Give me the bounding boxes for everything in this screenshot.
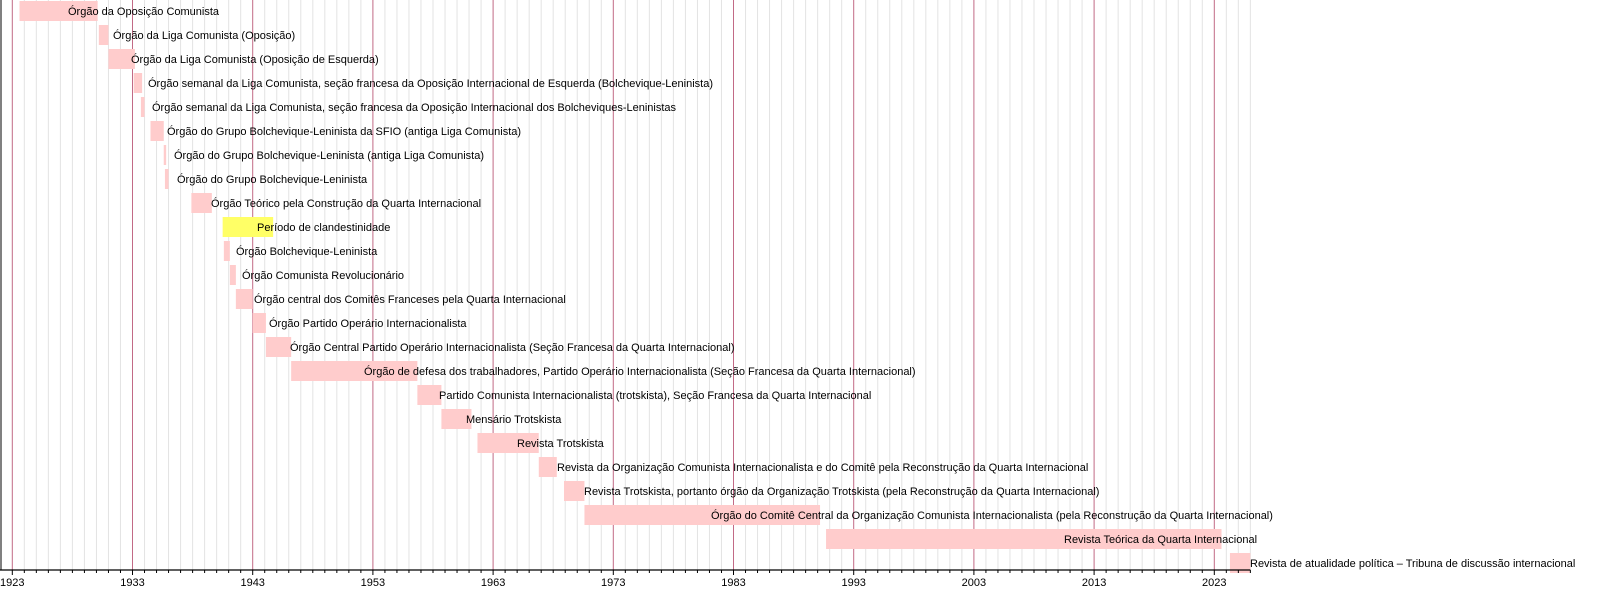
bar-label: Órgão do Grupo Bolchevique-Leninista [177, 173, 368, 186]
bar-label: Órgão de defesa dos trabalhadores, Parti… [364, 365, 916, 378]
bar-label: Órgão da Liga Comunista (Oposição de Esq… [131, 53, 379, 66]
x-tick-label: 1943 [240, 577, 264, 589]
x-tick-label: 1983 [721, 577, 745, 589]
x-tick-label: 2023 [1202, 577, 1226, 589]
x-tick-label: 1993 [841, 577, 865, 589]
x-tick-label: 1933 [120, 577, 144, 589]
x-tick-label: 1953 [361, 577, 385, 589]
timeline-bar [441, 409, 472, 429]
bar-label: Revista Trotskista [517, 438, 605, 450]
timeline-bar [265, 337, 292, 357]
timeline-bar [564, 481, 585, 501]
timeline-bar [252, 313, 266, 333]
timeline-bar [826, 529, 1222, 549]
bar-label: Órgão central dos Comitês Franceses pela… [254, 293, 566, 306]
bar-label: Órgão do Grupo Bolchevique-Leninista da … [167, 125, 521, 138]
timeline-bar [417, 385, 442, 405]
x-tick-label: 2013 [1082, 577, 1106, 589]
bar-label: Mensário Trotskista [466, 414, 562, 426]
timeline-bar [223, 241, 230, 261]
bar-label: Partido Comunista Internacionalista (tro… [439, 390, 871, 402]
bar-label: Órgão Comunista Revolucionário [242, 269, 404, 282]
bar-label: Revista da Organização Comunista Interna… [557, 462, 1088, 474]
bars [19, 1, 1251, 573]
timeline-bar [191, 193, 212, 213]
bar-labels: Órgão da Oposição Comunista Órgão da Liga… [68, 5, 1575, 570]
timeline-bar [222, 217, 274, 237]
bar-label: Órgão Bolchevique-Leninista [236, 245, 378, 258]
timeline-bar [163, 145, 167, 165]
bar-label: Órgão do Grupo Bolchevique-Leninista (an… [174, 149, 484, 162]
bar-label: Órgão do Comitê Central da Organização C… [711, 509, 1273, 522]
bar-label: Órgão da Liga Comunista (Oposição) [113, 29, 295, 42]
x-tick-label: 1973 [601, 577, 625, 589]
x-tick-label: 1923 [0, 577, 24, 589]
bar-label: Órgão Central Partido Operário Internaci… [290, 341, 735, 354]
timeline-bar [98, 25, 109, 45]
timeline-bar [291, 361, 418, 381]
timeline-bar [133, 73, 143, 93]
x-tick-label: 2003 [962, 577, 986, 589]
timeline-bar [108, 49, 135, 69]
x-tick-label: 1963 [481, 577, 505, 589]
timeline-bar [477, 433, 539, 453]
timeline-bar [1229, 553, 1251, 573]
bar-label: Órgão da Oposição Comunista [68, 5, 220, 18]
bar-label: Revista Trotskista, portanto órgão da Or… [584, 486, 1099, 498]
bar-label: Revista Teórica da Quarta Internacional [1064, 534, 1257, 546]
bar-label: Órgão semanal da Liga Comunista, seção f… [148, 77, 713, 90]
timeline-bar [538, 457, 557, 477]
timeline-bar [235, 289, 253, 309]
bar-label: Órgão semanal da Liga Comunista, seção f… [152, 101, 677, 114]
x-axis: 1923 1933 1943 1953 1963 1973 1983 1993 2003 2013… [0, 0, 1251, 589]
timeline-bar [229, 265, 236, 285]
bar-label: Órgão Partido Operário Internacionalista [269, 317, 467, 330]
timeline-bar [164, 169, 169, 189]
timeline-bar [150, 121, 164, 141]
bar-label: Revista de atualidade política – Tribuna… [1250, 558, 1575, 570]
timeline-bar [584, 505, 821, 525]
grid-lines [11, 0, 1251, 570]
bar-label: Órgão Teórico pela Construção da Quarta … [211, 197, 481, 210]
timeline-bar [19, 1, 98, 21]
bar-label: Período de clandestinidade [257, 222, 390, 234]
timeline-bar [140, 97, 145, 117]
